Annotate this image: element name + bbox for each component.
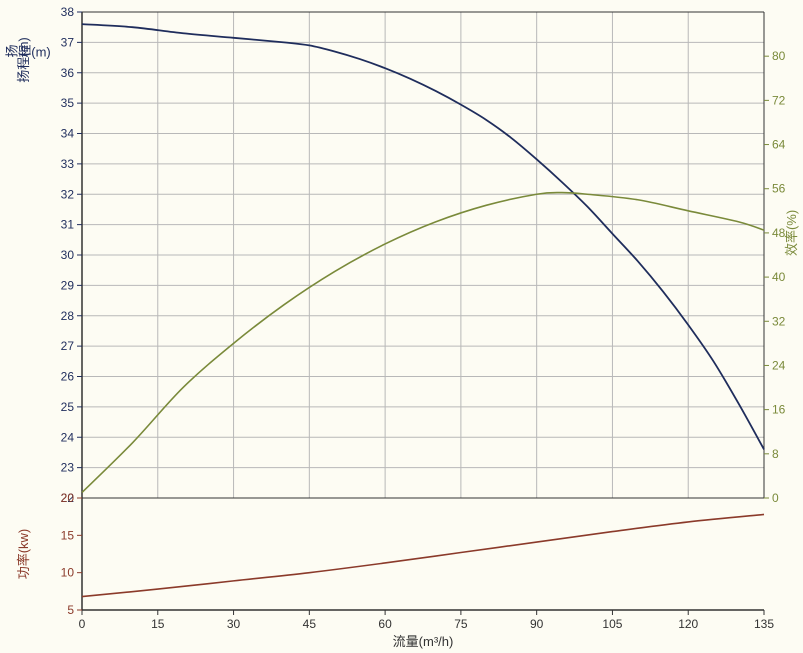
y-head-tick-label: 37 — [61, 35, 75, 49]
y-eff-tick-label: 72 — [772, 93, 786, 107]
x-tick-label: 60 — [378, 617, 392, 631]
x-tick-label: 0 — [79, 617, 86, 631]
y-head-tick-label: 38 — [61, 5, 75, 19]
y-head-tick-label: 23 — [61, 461, 75, 475]
x-tick-label: 120 — [678, 617, 698, 631]
y-power-tick-label: 10 — [61, 566, 75, 580]
y-eff-tick-label: 56 — [772, 182, 786, 196]
y-head-tick-label: 28 — [61, 309, 75, 323]
x-tick-label: 105 — [602, 617, 622, 631]
y-head-tick-label: 36 — [61, 66, 75, 80]
x-tick-label: 90 — [530, 617, 544, 631]
y-power-tick-label: 20 — [61, 491, 75, 505]
y-eff-tick-label: 40 — [772, 270, 786, 284]
y-head-tick-label: 29 — [61, 278, 75, 292]
y-eff-tick-label: 32 — [772, 314, 786, 328]
y-eff-tick-label: 64 — [772, 138, 786, 152]
y-eff-axis-label: 效率(%) — [784, 210, 799, 256]
y-eff-tick-label: 0 — [772, 491, 779, 505]
x-tick-label: 15 — [151, 617, 165, 631]
y-eff-tick-label: 80 — [772, 49, 786, 63]
y-head-tick-label: 31 — [61, 218, 75, 232]
y-eff-tick-label: 8 — [772, 447, 779, 461]
y-head-tick-label: 24 — [61, 430, 75, 444]
x-tick-label: 45 — [303, 617, 317, 631]
x-tick-label: 75 — [454, 617, 468, 631]
y-eff-tick-label: 24 — [772, 358, 786, 372]
y-head-tick-label: 32 — [61, 187, 75, 201]
pump-curve-chart: 0153045607590105120135流量(m³/h)2223242526… — [0, 0, 803, 653]
y-head-tick-label: 35 — [61, 96, 75, 110]
x-tick-label: 135 — [754, 617, 774, 631]
y-head-tick-label: 26 — [61, 370, 75, 384]
y-power-axis-label: 功率(kw) — [16, 529, 31, 580]
y-head-tick-label: 25 — [61, 400, 75, 414]
y-head-tick-label: 27 — [61, 339, 75, 353]
y-head-tick-label: 34 — [61, 127, 75, 141]
y-power-tick-label: 5 — [67, 603, 74, 617]
y-head-tick-label: 33 — [61, 157, 75, 171]
y-eff-tick-label: 16 — [772, 403, 786, 417]
x-tick-label: 30 — [227, 617, 241, 631]
y-head-axis-label: 扬程(m) — [16, 37, 31, 83]
chart-svg: 0153045607590105120135流量(m³/h)2223242526… — [0, 0, 803, 653]
x-axis-label: 流量(m³/h) — [393, 634, 454, 649]
y-power-tick-label: 15 — [61, 528, 75, 542]
y-head-tick-label: 30 — [61, 248, 75, 262]
